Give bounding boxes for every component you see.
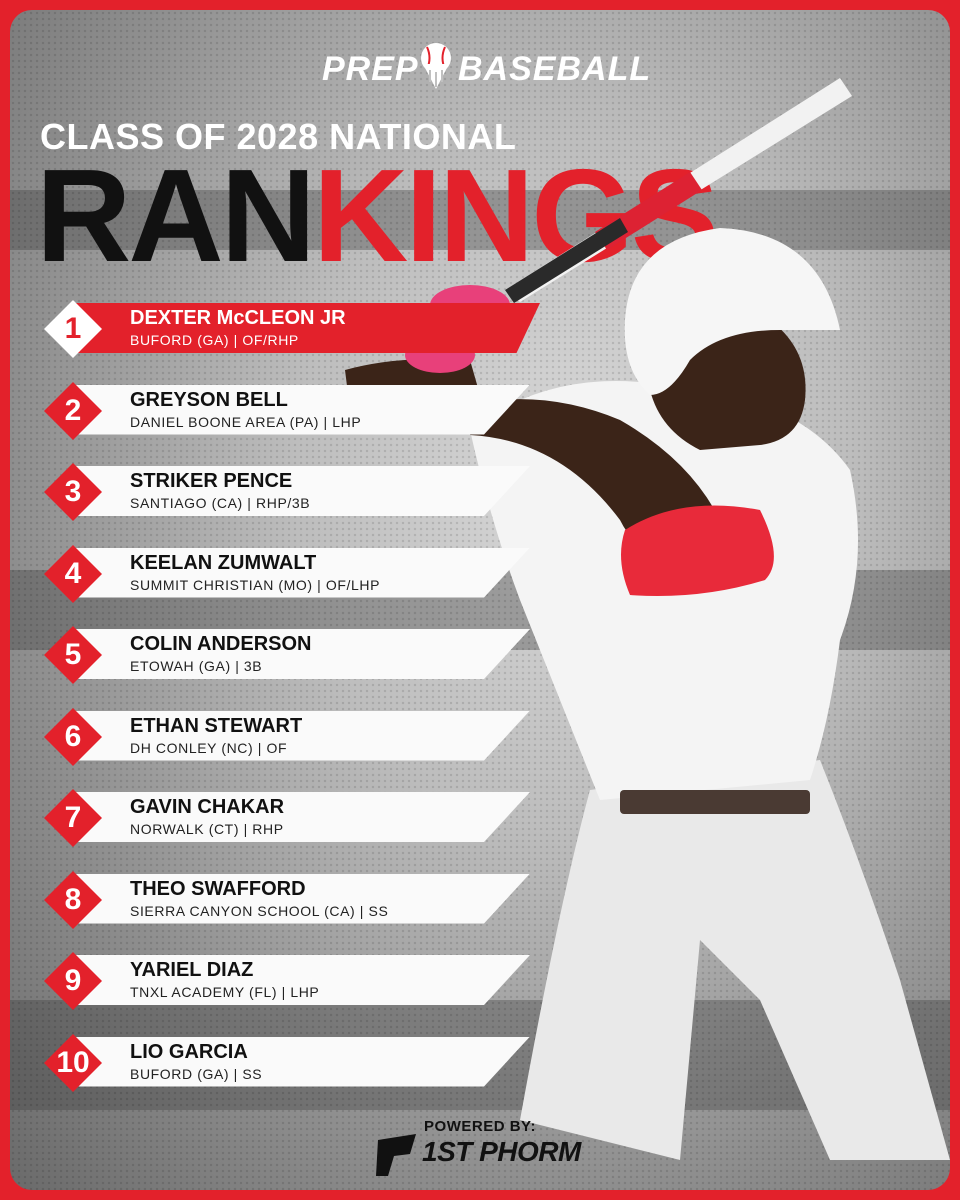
player-school-position: SANTIAGO (CA) | RHP/3B xyxy=(130,495,311,511)
rank-diamond-icon xyxy=(44,300,102,358)
player-name: YARIEL DIAZ xyxy=(130,959,254,981)
rank-number: 6 xyxy=(64,719,82,753)
player-school-position: BUFORD (GA) | SS xyxy=(130,1065,263,1082)
rank-number: 3 xyxy=(64,475,82,508)
title-part-dark: RAN xyxy=(36,142,316,289)
ranking-row: 5 COLIN ANDERSON ETOWAH (GA) | 3B xyxy=(40,624,540,684)
ranking-bar xyxy=(70,629,530,679)
ranking-row: 7 GAVIN CHAKAR NORWALK (CT) | RHP xyxy=(40,787,540,847)
rank-diamond-icon xyxy=(44,463,102,521)
elbow-guard xyxy=(621,505,774,596)
ranking-bar xyxy=(70,466,530,516)
ranking-bar xyxy=(70,873,530,924)
ranking-row: 1 DEXTER McCLEON JR BUFORD (GA) | OF/RHP xyxy=(40,298,540,358)
player-name: STRIKER PENCE xyxy=(130,470,293,492)
rank-number: 2 xyxy=(64,393,82,427)
pants xyxy=(520,760,950,1160)
rank-number: 1 xyxy=(64,312,82,345)
player-name: ETHAN STEWART xyxy=(130,714,303,737)
ranking-bar xyxy=(70,792,530,842)
ranking-row: 10 LIO GARCIA BUFORD (GA) | SS xyxy=(40,1032,540,1092)
player-school-position: ETOWAH (GA) | 3B xyxy=(130,658,263,674)
rank-diamond-icon xyxy=(44,626,102,684)
sponsor-name: 1ST PHORM xyxy=(422,1136,581,1167)
ranking-row: 4 KEELAN ZUMWALT SUMMIT CHRISTIAN (MO) | O… xyxy=(40,543,540,603)
player-school-position: DANIEL BOONE AREA (PA) | LHP xyxy=(130,413,362,430)
logo-word-right: BASEBALL xyxy=(458,50,652,88)
blur-stripe xyxy=(10,190,950,250)
player-school-position: BUFORD (GA) | OF/RHP xyxy=(130,332,299,348)
rank-number: 9 xyxy=(64,964,82,997)
rank-number: 10 xyxy=(56,1045,90,1079)
rank-diamond-icon xyxy=(44,870,102,929)
rank-number: 7 xyxy=(64,801,82,834)
rank-diamond-icon xyxy=(44,1033,102,1092)
1st-phorm-mark-icon xyxy=(376,1134,416,1176)
rank-diamond-icon xyxy=(44,952,102,1010)
player-name: GREYSON BELL xyxy=(130,388,288,411)
player-name: DEXTER McCLEON JR xyxy=(130,307,346,329)
player-name: THEO SWAFFORD xyxy=(130,877,306,900)
sponsor-logo: 1ST PHORM xyxy=(376,1132,596,1178)
ranking-bar xyxy=(70,384,530,435)
player-name: KEELAN ZUMWALT xyxy=(130,551,317,574)
rank-diamond-icon xyxy=(44,789,102,847)
player-school-position: TNXL ACADEMY (FL) | LHP xyxy=(130,984,320,1000)
player-name: COLIN ANDERSON xyxy=(130,633,312,655)
rank-diamond-icon xyxy=(44,544,102,603)
powered-by-label: POWERED BY: xyxy=(424,1118,536,1135)
batting-helmet xyxy=(624,228,840,395)
ranking-row: 9 YARIEL DIAZ TNXL ACADEMY (FL) | LHP xyxy=(40,950,540,1010)
baseball-shield-icon xyxy=(421,43,451,89)
ranking-bar xyxy=(70,1036,530,1087)
bat-handle xyxy=(505,218,628,303)
rank-number: 8 xyxy=(64,882,82,916)
page-subtitle: CLASS OF 2028 NATIONAL xyxy=(40,116,517,157)
rank-number: 4 xyxy=(64,556,82,590)
player-school-position: DH CONLEY (NC) | OF xyxy=(130,739,288,756)
ranking-row: 6 ETHAN STEWART DH CONLEY (NC) | OF xyxy=(40,706,540,766)
ranking-row: 8 THEO SWAFFORD SIERRA CANYON SCHOOL (CA) … xyxy=(40,869,540,929)
ranking-bar xyxy=(70,955,530,1005)
player-school-position: SUMMIT CHRISTIAN (MO) | OF/LHP xyxy=(130,576,381,593)
ranking-bar xyxy=(70,303,540,353)
ranking-bar xyxy=(70,547,530,598)
player-name: LIO GARCIA xyxy=(130,1040,248,1063)
belt xyxy=(620,790,810,814)
player-school-position: SIERRA CANYON SCHOOL (CA) | SS xyxy=(130,902,389,919)
prep-baseball-logo: PREP BASEBALL xyxy=(0,42,960,92)
rank-diamond-icon xyxy=(44,707,102,766)
ranking-bar xyxy=(70,710,530,761)
logo-word-left: PREP xyxy=(322,50,419,88)
player-school-position: NORWALK (CT) | RHP xyxy=(130,821,284,837)
ranking-row: 3 STRIKER PENCE SANTIAGO (CA) | RHP/3B xyxy=(40,461,540,521)
rank-number: 5 xyxy=(64,638,82,671)
player-name: GAVIN CHAKAR xyxy=(130,796,285,818)
rank-diamond-icon xyxy=(44,381,102,440)
ranking-row: 2 GREYSON BELL DANIEL BOONE AREA (PA) | LH… xyxy=(40,380,540,440)
